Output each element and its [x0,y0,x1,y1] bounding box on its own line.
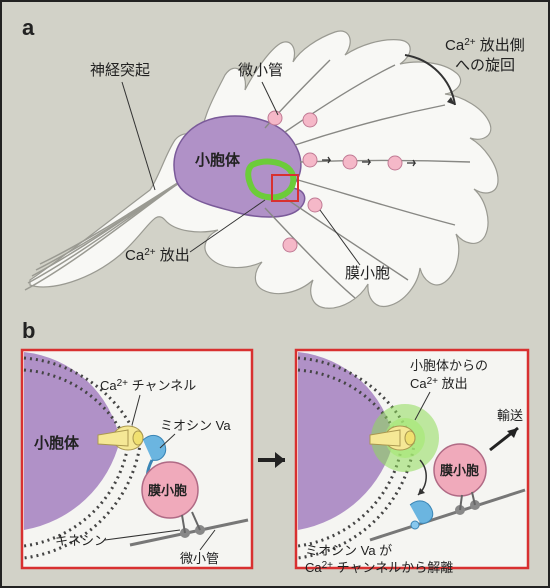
microtubule-label-b: 微小管 [180,551,219,566]
figure-container: a 小胞体 [0,0,550,588]
release-label-1: 小胞体からの [410,358,488,373]
ca-channel-label: Ca2+ チャンネル [100,378,196,393]
neurite-label: 神経突起 [90,62,150,79]
er-label: 小胞体 [195,151,241,169]
svg-text:への旋回: への旋回 [455,57,515,74]
ca-release-label: Ca2+ 放出 [125,247,190,264]
detach-label-1: ミオシン Va が [305,543,392,558]
vesicle-label-a: 膜小胞 [345,265,390,282]
release-label-2: Ca2+ 放出 [410,376,468,391]
panel-b-right: 膜小胞 輸送 小胞体からの Ca2+ 放出 ミオシン Va が [296,350,528,575]
kinesin-label: キネシン [55,533,107,548]
panel-b-letter: b [22,318,35,343]
svg-text:Ca2+ 放出側: Ca2+ 放出側 [445,37,525,54]
myosin-label: ミオシン Va [160,418,231,433]
vesicle-label-right: 膜小胞 [440,463,479,478]
panel-a-letter: a [22,15,35,40]
er-label-b: 小胞体 [34,434,80,452]
panel-b-left: 小胞体 膜小胞 Ca2+ チャンネル ミオシン Va [22,350,252,568]
svg-text:Ca2+ チャンネル: Ca2+ チャンネル [100,378,196,393]
svg-text:Ca2+ 放出: Ca2+ 放出 [125,247,190,264]
microtubule-label: 微小管 [238,62,283,79]
svg-text:Ca2+ 放出: Ca2+ 放出 [410,376,468,391]
transport-label: 輸送 [497,408,523,423]
vesicle-label-left: 膜小胞 [148,483,187,498]
